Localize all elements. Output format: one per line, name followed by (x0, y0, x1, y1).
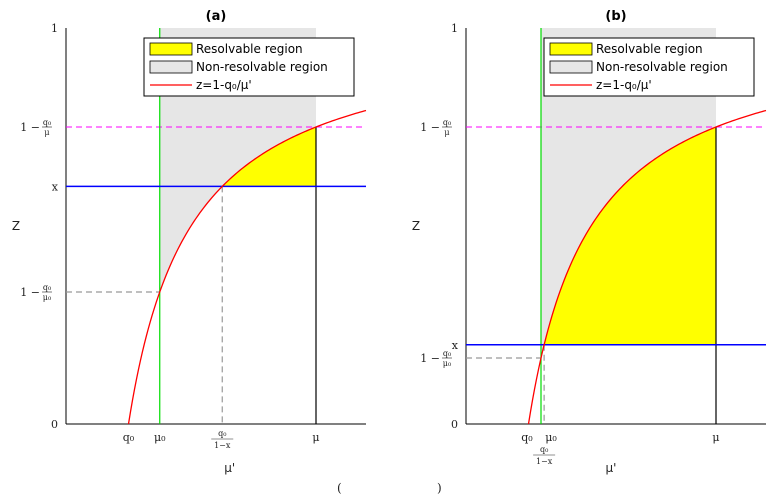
panel-title: (b) (605, 9, 626, 24)
x-frac-numerator: q₀ (540, 445, 548, 454)
y-tick-label: 1 (51, 22, 58, 35)
y-frac-prefix: 1 − (20, 121, 40, 134)
legend-label-curve: z=1-q₀/μ' (596, 78, 652, 92)
x-tick-label-q0: q₀ (521, 431, 533, 444)
y-frac-numerator: q₀ (43, 118, 51, 127)
resolvable-region (544, 127, 716, 345)
legend: Resolvable region Non-resolvable region z=… (543, 37, 755, 97)
y-frac-denominator: μ (444, 128, 449, 137)
resolvable-region (222, 127, 316, 187)
x-tick-label-mu: μ (712, 431, 719, 444)
panel-title: (a) (206, 9, 227, 24)
y-tick-label: 0 (51, 418, 58, 431)
x-axis-label: μ' (606, 461, 617, 475)
x-frac-denominator: 1−x (214, 441, 231, 450)
y-frac-denominator: μ₀ (43, 293, 51, 302)
y-frac-numerator: q₀ (443, 118, 451, 127)
x-tick-label-q0: q₀ (123, 431, 135, 444)
y-tick-label: x (452, 339, 459, 352)
y-frac-numerator: q₀ (43, 283, 51, 292)
legend-label-curve: z=1-q₀/μ' (196, 78, 252, 92)
caption-open: ( (337, 481, 342, 495)
legend-label-resolvable: Resolvable region (596, 42, 703, 56)
y-frac-denominator: μ₀ (443, 359, 451, 368)
curve-line (127, 109, 367, 425)
y-tick-label: 0 (451, 418, 458, 431)
x-frac-numerator: q₀ (218, 429, 226, 438)
y-frac-numerator: q₀ (443, 349, 451, 358)
y-frac-prefix: 1 − (420, 352, 440, 365)
y-frac-prefix: 1 − (20, 286, 40, 299)
y-axis-label: Z (412, 219, 420, 233)
y-frac-denominator: μ (44, 128, 49, 137)
y-tick-label: x (52, 180, 59, 193)
legend-swatch-resolvable (149, 42, 193, 56)
y-tick-label: 1 (451, 22, 458, 35)
caption-close: ) (437, 481, 442, 495)
y-frac-prefix: 1 − (420, 121, 440, 134)
x-tick-label-mu0: μ₀ (154, 431, 166, 444)
legend-swatch-non-resolvable (549, 60, 593, 74)
x-frac-denominator: 1−x (536, 457, 553, 466)
x-tick-label-mu: μ (312, 431, 319, 444)
non-resolvable-region (541, 28, 716, 358)
legend-label-resolvable: Resolvable region (196, 42, 303, 56)
legend: Resolvable region Non-resolvable region z=… (143, 37, 355, 97)
legend-swatch-resolvable (549, 42, 593, 56)
x-axis-label: μ' (224, 461, 235, 475)
x-tick-label-mu0: μ₀ (545, 431, 557, 444)
curve-line (527, 109, 767, 425)
legend-swatch-non-resolvable (149, 60, 193, 74)
legend-label-non-resolvable: Non-resolvable region (196, 60, 328, 74)
y-axis-label: Z (12, 219, 20, 233)
legend-label-non-resolvable: Non-resolvable region (596, 60, 728, 74)
